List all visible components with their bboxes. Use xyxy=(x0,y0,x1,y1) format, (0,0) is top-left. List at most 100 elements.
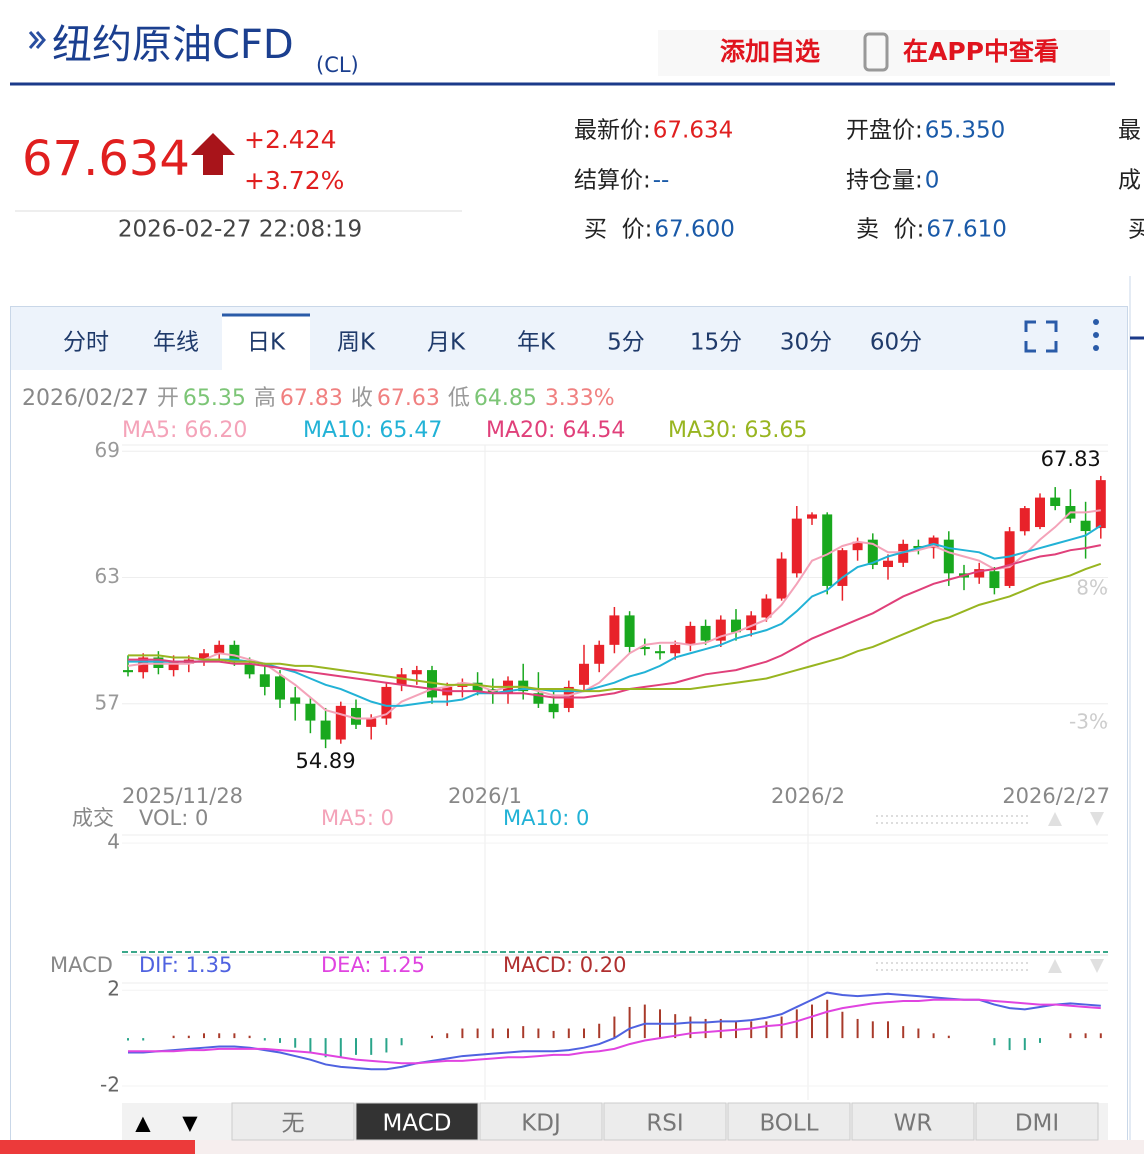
legend-item: MA10: 65.47 xyxy=(303,418,442,443)
candle-body xyxy=(396,674,407,685)
tab[interactable]: 年K xyxy=(517,330,556,356)
candle-body xyxy=(320,720,331,740)
indicator-tab[interactable]: BOLL xyxy=(759,1111,818,1137)
candle-body xyxy=(351,707,361,725)
indicator-tab-bg[interactable] xyxy=(355,1102,479,1141)
info-date: 2026/02/27 xyxy=(22,386,149,411)
candle-body xyxy=(807,514,817,519)
indicator-tab[interactable]: RSI xyxy=(646,1111,683,1137)
candle-body xyxy=(411,670,422,675)
tab[interactable]: 年线 xyxy=(153,330,199,356)
candle-body xyxy=(381,686,392,719)
candle-body xyxy=(1004,531,1015,586)
candle-body xyxy=(943,539,954,574)
app-view[interactable]: 在APP中查看 xyxy=(903,37,1059,66)
field-label: 最新价: xyxy=(574,118,651,144)
scroll-down[interactable] xyxy=(1090,959,1104,973)
field-value: 0 xyxy=(925,168,940,194)
candle-body xyxy=(867,539,878,565)
line-series xyxy=(128,544,1101,699)
tab[interactable]: 30分 xyxy=(780,330,832,356)
info-label: 高 xyxy=(254,386,276,411)
candle-body xyxy=(199,653,209,660)
candle-body xyxy=(594,644,605,664)
candle-body xyxy=(791,518,802,574)
candle-body xyxy=(259,674,270,687)
field-label: 卖 价: xyxy=(856,217,924,243)
indicator-tab-bg[interactable] xyxy=(603,1102,727,1141)
candle-body xyxy=(153,657,164,668)
tab[interactable]: 日K xyxy=(247,330,286,356)
line-series xyxy=(128,991,1101,1071)
y-tick-label: 57 xyxy=(95,690,120,714)
tab[interactable]: 分时 xyxy=(63,330,109,356)
candle-body xyxy=(609,615,620,645)
info-value: 64.85 xyxy=(474,386,537,411)
scroll-arrow[interactable]: ▼ xyxy=(182,1111,198,1135)
indicator-tab[interactable]: DMI xyxy=(1015,1111,1059,1137)
tab[interactable]: 5分 xyxy=(607,330,645,356)
menu-icon[interactable] xyxy=(1093,319,1099,351)
chart-frame xyxy=(10,306,1128,1154)
quote-time: 2026-02-27 22:08:19 xyxy=(118,217,362,243)
info-value: 67.63 xyxy=(377,386,440,411)
legend-item: VOL: 0 xyxy=(139,806,208,830)
scroll-up[interactable] xyxy=(1048,959,1062,973)
candle-body xyxy=(427,670,437,698)
indicator-tab-bg[interactable] xyxy=(231,1102,355,1141)
field-label: 成 xyxy=(1118,168,1141,194)
scroll-arrow[interactable]: ▲ xyxy=(135,1111,151,1135)
y-tick-label: -2 xyxy=(100,1073,120,1097)
active-tab xyxy=(222,314,310,371)
field-label: 持仓量: xyxy=(846,168,923,194)
candle-body xyxy=(928,537,939,549)
up-arrow xyxy=(191,133,235,175)
field-value: 67.600 xyxy=(654,217,734,243)
indicator-tab-bg[interactable] xyxy=(727,1102,851,1141)
tab[interactable]: 60分 xyxy=(870,330,922,356)
candle-body xyxy=(1080,520,1091,532)
phone-icon xyxy=(863,32,889,72)
candle-body xyxy=(472,682,483,692)
y-tick-label: 2 xyxy=(107,977,120,1001)
indicator-tab-bg[interactable] xyxy=(851,1102,975,1141)
line-series xyxy=(127,509,1101,720)
field-label: 最 xyxy=(1118,118,1141,144)
y2-tick-label: 8% xyxy=(1076,575,1108,599)
candle-body xyxy=(700,625,711,641)
tab[interactable]: 月K xyxy=(427,330,466,356)
indicator-tab-bg[interactable] xyxy=(975,1102,1099,1141)
indicator-tab[interactable]: 无 xyxy=(282,1111,305,1137)
legend-item: MA5: 66.20 xyxy=(122,418,247,443)
panel-label: MACD xyxy=(50,953,113,977)
candle-body xyxy=(746,615,757,631)
code: (CL) xyxy=(316,53,359,77)
tab[interactable]: 周K xyxy=(337,330,376,356)
legend-item: DIF: 1.35 xyxy=(139,953,232,977)
indicator-tab[interactable]: MACD xyxy=(383,1111,452,1137)
candle-body xyxy=(229,644,240,662)
line-series xyxy=(128,524,1102,707)
legend-item: MA20: 64.54 xyxy=(486,418,625,443)
add-watch[interactable]: 添加自选 xyxy=(720,37,820,66)
indicator-tab[interactable]: WR xyxy=(894,1111,933,1137)
candle-body xyxy=(1019,508,1030,532)
legend-item: DEA: 1.25 xyxy=(321,953,425,977)
legend-item: MACD: 0.20 xyxy=(503,953,626,977)
fullscreen-icon[interactable] xyxy=(1024,320,1058,353)
candle-body xyxy=(1050,497,1061,507)
candle-body xyxy=(837,550,848,586)
indicator-tab[interactable]: KDJ xyxy=(521,1111,561,1137)
tab[interactable]: 15分 xyxy=(690,330,742,356)
scroll-down[interactable] xyxy=(1090,812,1104,826)
candle-body xyxy=(305,703,316,721)
indicator-tab-bg[interactable] xyxy=(479,1102,603,1141)
field-label: 买 价: xyxy=(584,217,652,243)
candle-body xyxy=(290,697,301,704)
scroll-up[interactable] xyxy=(1048,812,1062,826)
candle-body xyxy=(639,646,650,650)
x-label: 2026/1 xyxy=(448,784,522,808)
legend-item: MA5: 0 xyxy=(321,806,394,830)
candle-body xyxy=(883,560,893,568)
